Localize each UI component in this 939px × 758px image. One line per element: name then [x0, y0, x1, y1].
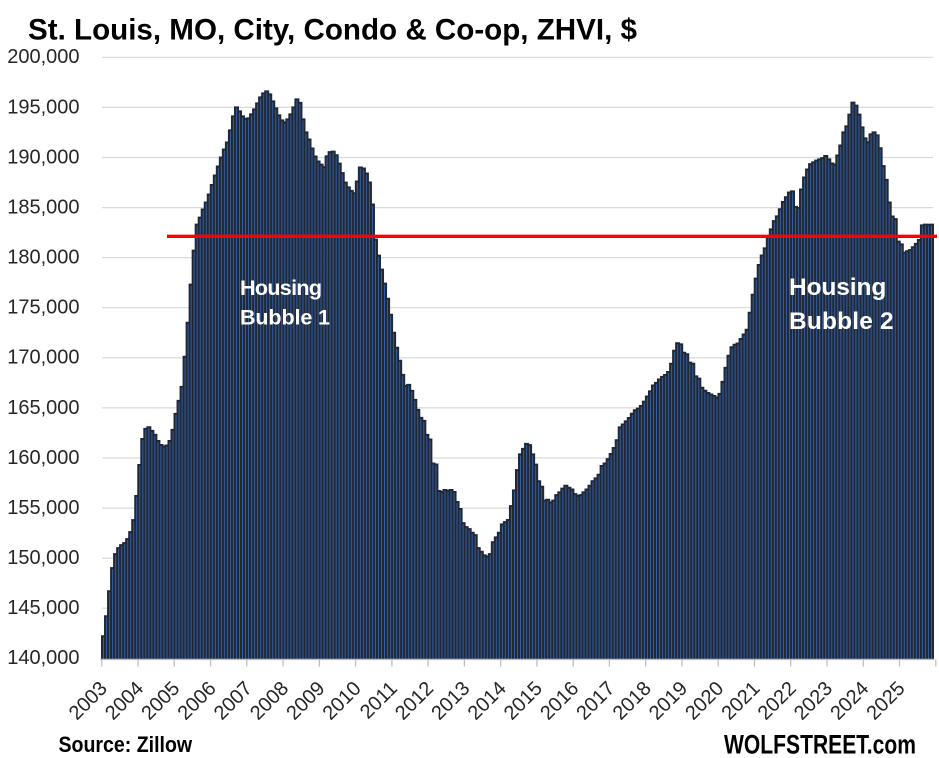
svg-text:150,000: 150,000 [7, 547, 79, 569]
svg-text:195,000: 195,000 [7, 96, 79, 118]
svg-text:St. Louis, MO, City, Condo & C: St. Louis, MO, City, Condo & Co-op, ZHVI… [28, 14, 637, 47]
svg-text:140,000: 140,000 [7, 647, 79, 669]
svg-text:175,000: 175,000 [7, 297, 79, 319]
svg-text:190,000: 190,000 [7, 146, 79, 168]
svg-text:200,000: 200,000 [7, 46, 79, 68]
svg-text:WOLFSTREET.com: WOLFSTREET.com [724, 730, 916, 758]
svg-text:155,000: 155,000 [7, 497, 79, 519]
svg-text:180,000: 180,000 [7, 247, 79, 269]
svg-text:185,000: 185,000 [7, 197, 79, 219]
svg-text:Bubble 2: Bubble 2 [789, 308, 894, 335]
svg-text:160,000: 160,000 [7, 447, 79, 469]
svg-text:Housing: Housing [789, 274, 886, 301]
svg-text:170,000: 170,000 [7, 347, 79, 369]
svg-text:145,000: 145,000 [7, 597, 79, 619]
svg-text:Housing: Housing [240, 276, 322, 300]
svg-text:165,000: 165,000 [7, 397, 79, 419]
svg-text:Source: Zillow: Source: Zillow [59, 732, 193, 757]
svg-text:Bubble 1: Bubble 1 [240, 306, 330, 330]
